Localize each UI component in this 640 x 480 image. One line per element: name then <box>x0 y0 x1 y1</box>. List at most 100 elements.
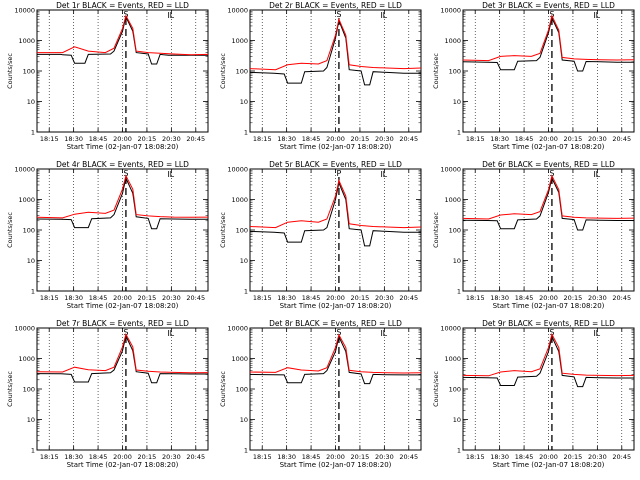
x-tick-label: 18:15 <box>466 294 485 302</box>
y-axis-label: Counts/sec <box>219 371 227 407</box>
x-tick-label: 20:30 <box>588 294 607 302</box>
x-tick-label: 20:15 <box>564 135 583 143</box>
x-axis-label: Start Time (02-Jan-07 18:08:20) <box>67 461 179 469</box>
x-tick-label: 20:15 <box>138 135 157 143</box>
x-tick-label: 20:45 <box>399 453 418 461</box>
y-tick-label: 1000 <box>18 196 35 204</box>
y-tick-label: 10 <box>27 416 35 424</box>
peak-marker-label: P <box>337 169 342 178</box>
series-lld-line <box>462 14 635 62</box>
series-events-line <box>36 334 208 384</box>
series-events-line <box>462 16 634 72</box>
series-events-line <box>36 176 208 230</box>
plot-title: Det 4r BLACK = Events, RED = LLD <box>56 160 189 169</box>
x-tick-label: 20:00 <box>539 453 558 461</box>
y-tick-label: 1000 <box>231 196 248 204</box>
x-axis-label: Start Time (02-Jan-07 18:08:20) <box>493 143 605 151</box>
plot-title: Det 2r BLACK = Events, RED = LLD <box>269 1 402 10</box>
x-tick-label: 18:15 <box>40 453 59 461</box>
y-tick-label: 10 <box>453 416 461 424</box>
x-tick-label: 20:15 <box>138 294 157 302</box>
y-tick-label: 100 <box>236 386 248 394</box>
y-tick-label: 1 <box>244 447 248 455</box>
x-axis-label: Start Time (02-Jan-07 18:08:20) <box>280 461 392 469</box>
x-tick-label: 20:45 <box>612 135 631 143</box>
y-tick-label: 10000 <box>14 7 35 15</box>
x-tick-label: 18:30 <box>490 453 509 461</box>
x-tick-label: 20:30 <box>162 135 181 143</box>
series-lld-line <box>36 174 209 219</box>
y-tick-label: 1 <box>31 288 35 296</box>
x-tick-label: 20:00 <box>113 453 132 461</box>
y-tick-label: 100 <box>449 68 461 76</box>
x-tick-label: 20:30 <box>162 294 181 302</box>
y-tick-label: 1 <box>457 447 461 455</box>
x-axis-label: Start Time (02-Jan-07 18:08:20) <box>493 302 605 310</box>
y-tick-label: 100 <box>23 68 35 76</box>
x-tick-label: 20:00 <box>113 294 132 302</box>
x-tick-label: 18:45 <box>515 453 534 461</box>
x-tick-label: 18:15 <box>253 453 272 461</box>
x-tick-label: 20:45 <box>399 135 418 143</box>
x-tick-label: 18:15 <box>40 294 59 302</box>
y-tick-label: 10000 <box>227 7 248 15</box>
plot-title: Det 3r BLACK = Events, RED = LLD <box>482 1 615 10</box>
x-tick-label: 20:00 <box>539 135 558 143</box>
y-tick-label: 10 <box>453 257 461 265</box>
x-tick-label: 20:45 <box>186 294 205 302</box>
x-tick-label: 18:30 <box>277 294 296 302</box>
y-tick-label: 100 <box>23 386 35 394</box>
x-tick-label: 18:30 <box>277 135 296 143</box>
detector-plot-2: Det 2r BLACK = Events, RED = LLD 1 10 100 10… <box>219 1 422 151</box>
y-tick-label: 10000 <box>14 166 35 174</box>
y-tick-label: 1000 <box>231 37 248 45</box>
y-tick-label: 10 <box>240 257 248 265</box>
x-axis-label: Start Time (02-Jan-07 18:08:20) <box>280 302 392 310</box>
x-tick-label: 20:15 <box>351 135 370 143</box>
series-lld-line <box>37 14 209 56</box>
series-events-line <box>462 335 634 388</box>
series-events-line <box>462 176 634 231</box>
x-tick-label: 18:30 <box>277 453 296 461</box>
detector-plot-3: Det 3r BLACK = Events, RED = LLD 1 10 100 10… <box>432 1 635 151</box>
x-tick-label: 18:15 <box>466 135 485 143</box>
x-tick-label: 18:45 <box>515 135 534 143</box>
x-tick-label: 18:15 <box>466 453 485 461</box>
x-tick-label: 18:45 <box>89 453 108 461</box>
x-tick-label: 18:45 <box>89 135 108 143</box>
series-lld-line <box>249 17 422 71</box>
x-tick-label: 18:15 <box>253 135 272 143</box>
series-events-line <box>249 181 421 247</box>
x-tick-label: 18:15 <box>253 294 272 302</box>
x-tick-label: 20:30 <box>375 294 394 302</box>
end-marker-label: L <box>170 11 175 20</box>
y-tick-label: 100 <box>449 386 461 394</box>
x-tick-label: 20:00 <box>326 453 345 461</box>
y-tick-label: 1000 <box>444 355 461 363</box>
x-tick-label: 20:00 <box>326 135 345 143</box>
y-tick-label: 1 <box>31 129 35 137</box>
peak-marker-label: S <box>123 10 128 19</box>
x-tick-label: 18:45 <box>89 294 108 302</box>
series-lld-line <box>249 178 422 229</box>
x-tick-label: 18:30 <box>490 294 509 302</box>
y-tick-label: 10 <box>240 98 248 106</box>
x-tick-label: 18:30 <box>64 294 83 302</box>
x-tick-label: 20:30 <box>162 453 181 461</box>
detector-plot-7: Det 7r BLACK = Events, RED = LLD 1 10 100 10… <box>6 319 209 469</box>
x-tick-label: 20:15 <box>351 453 370 461</box>
x-tick-label: 18:45 <box>515 294 534 302</box>
series-lld-line <box>249 333 422 374</box>
y-axis-label: Counts/sec <box>219 53 227 89</box>
series-events-line <box>37 15 208 65</box>
peak-marker-label: S <box>549 328 554 337</box>
peak-marker-label: S <box>549 10 554 19</box>
detector-plot-4: Det 4r BLACK = Events, RED = LLD 1 10 100 10… <box>6 160 209 310</box>
y-tick-label: 10000 <box>440 7 461 15</box>
x-tick-label: 20:00 <box>539 294 558 302</box>
x-axis-label: Start Time (02-Jan-07 18:08:20) <box>493 461 605 469</box>
series-lld-line <box>462 332 635 377</box>
plot-title: Det 8r BLACK = Events, RED = LLD <box>269 319 402 328</box>
x-axis-label: Start Time (02-Jan-07 18:08:20) <box>67 143 179 151</box>
